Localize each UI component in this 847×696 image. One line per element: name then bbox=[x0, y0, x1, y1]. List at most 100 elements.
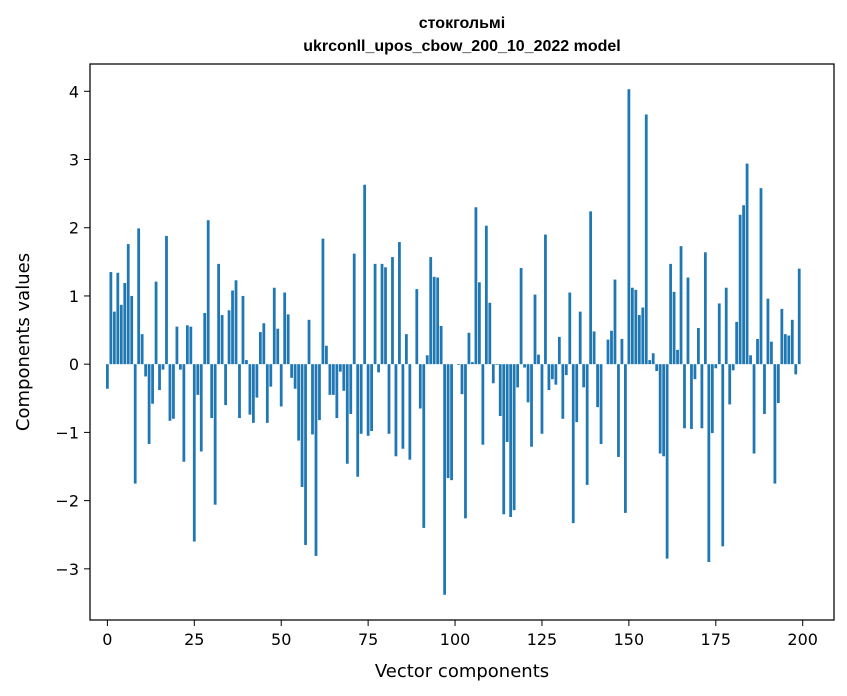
bar-121 bbox=[526, 364, 530, 403]
bar-167 bbox=[686, 277, 690, 365]
bar-162 bbox=[669, 263, 672, 365]
bar-89 bbox=[415, 289, 419, 365]
bar-155 bbox=[644, 114, 648, 365]
bar-2 bbox=[112, 311, 116, 365]
bar-193 bbox=[776, 364, 780, 404]
chart-title: стокгольмі bbox=[419, 15, 505, 32]
bar-151 bbox=[630, 287, 634, 365]
bar-35 bbox=[227, 310, 231, 365]
bar-195 bbox=[783, 334, 787, 365]
bar-156 bbox=[648, 360, 652, 365]
bar-110 bbox=[488, 302, 492, 365]
y-tick-label: −2 bbox=[55, 492, 79, 511]
bar-33 bbox=[220, 315, 224, 365]
bar-125 bbox=[540, 364, 544, 434]
bar-50 bbox=[279, 364, 283, 407]
bar-53 bbox=[290, 364, 294, 378]
bar-165 bbox=[679, 246, 683, 365]
bar-22 bbox=[182, 364, 186, 462]
bar-84 bbox=[398, 242, 401, 365]
bar-10 bbox=[140, 334, 144, 365]
bar-13 bbox=[151, 364, 154, 404]
bar-177 bbox=[721, 364, 725, 547]
x-tick-label: 100 bbox=[440, 630, 471, 649]
bar-15 bbox=[158, 364, 161, 391]
bar-172 bbox=[703, 252, 707, 365]
bar-122 bbox=[530, 364, 533, 447]
bar-141 bbox=[596, 364, 599, 408]
bar-4 bbox=[119, 304, 123, 365]
bar-117 bbox=[512, 364, 516, 511]
bar-160 bbox=[662, 364, 666, 457]
bar-115 bbox=[505, 364, 509, 442]
bar-65 bbox=[331, 364, 335, 395]
bar-108 bbox=[481, 364, 485, 445]
bar-28 bbox=[203, 313, 207, 365]
bar-24 bbox=[189, 326, 193, 365]
bar-25 bbox=[192, 364, 196, 542]
bar-105 bbox=[471, 362, 474, 365]
bar-16 bbox=[161, 364, 165, 370]
bar-47 bbox=[269, 364, 273, 387]
x-tick-label: 50 bbox=[271, 630, 291, 649]
bar-7 bbox=[130, 295, 134, 365]
x-tick-label: 175 bbox=[701, 630, 732, 649]
bar-190 bbox=[766, 298, 770, 365]
bar-98 bbox=[446, 364, 450, 479]
bar-39 bbox=[241, 295, 245, 365]
bar-80 bbox=[384, 267, 387, 365]
bar-176 bbox=[717, 303, 721, 365]
bar-101 bbox=[457, 364, 460, 365]
bar-27 bbox=[199, 364, 203, 452]
bar-124 bbox=[537, 354, 540, 365]
y-axis-label: Components values bbox=[13, 253, 34, 431]
bar-97 bbox=[443, 364, 447, 595]
bar-54 bbox=[293, 364, 297, 389]
bar-194 bbox=[780, 308, 784, 365]
bar-150 bbox=[627, 89, 631, 365]
bar-46 bbox=[265, 364, 269, 423]
bar-79 bbox=[380, 263, 384, 365]
bar-170 bbox=[697, 328, 700, 365]
x-axis-label: Vector components bbox=[375, 661, 549, 682]
bar-29 bbox=[206, 220, 210, 365]
y-tick-label: 3 bbox=[69, 151, 79, 170]
bar-199 bbox=[797, 268, 801, 365]
bar-14 bbox=[154, 281, 158, 365]
bar-78 bbox=[377, 364, 380, 373]
bar-34 bbox=[224, 364, 227, 406]
bar-158 bbox=[655, 364, 659, 371]
bar-128 bbox=[551, 364, 554, 380]
bar-62 bbox=[321, 238, 325, 365]
bar-26 bbox=[196, 364, 200, 395]
bar-56 bbox=[300, 364, 304, 487]
bar-164 bbox=[676, 349, 679, 365]
bar-119 bbox=[519, 267, 523, 365]
bar-85 bbox=[401, 364, 405, 449]
plot-frame bbox=[89, 63, 835, 621]
bar-9 bbox=[137, 228, 141, 365]
bar-137 bbox=[582, 364, 586, 388]
bar-112 bbox=[495, 364, 499, 365]
x-tick-label: 125 bbox=[527, 630, 558, 649]
bar-73 bbox=[359, 364, 363, 434]
bar-12 bbox=[147, 364, 151, 444]
bar-184 bbox=[745, 163, 749, 365]
bar-71 bbox=[352, 253, 356, 365]
bar-93 bbox=[429, 257, 433, 365]
bar-3 bbox=[116, 272, 120, 365]
bar-157 bbox=[651, 353, 655, 365]
bar-114 bbox=[502, 364, 506, 515]
bar-94 bbox=[432, 276, 436, 365]
bar-136 bbox=[578, 311, 582, 365]
bar-106 bbox=[474, 207, 478, 365]
bar-142 bbox=[599, 364, 603, 444]
bar-11 bbox=[144, 364, 148, 377]
y-tick-label: 2 bbox=[69, 219, 79, 238]
bar-37 bbox=[234, 280, 238, 365]
bar-179 bbox=[728, 364, 732, 405]
bar-187 bbox=[756, 338, 759, 365]
bar-146 bbox=[613, 279, 617, 365]
bar-61 bbox=[318, 364, 321, 421]
